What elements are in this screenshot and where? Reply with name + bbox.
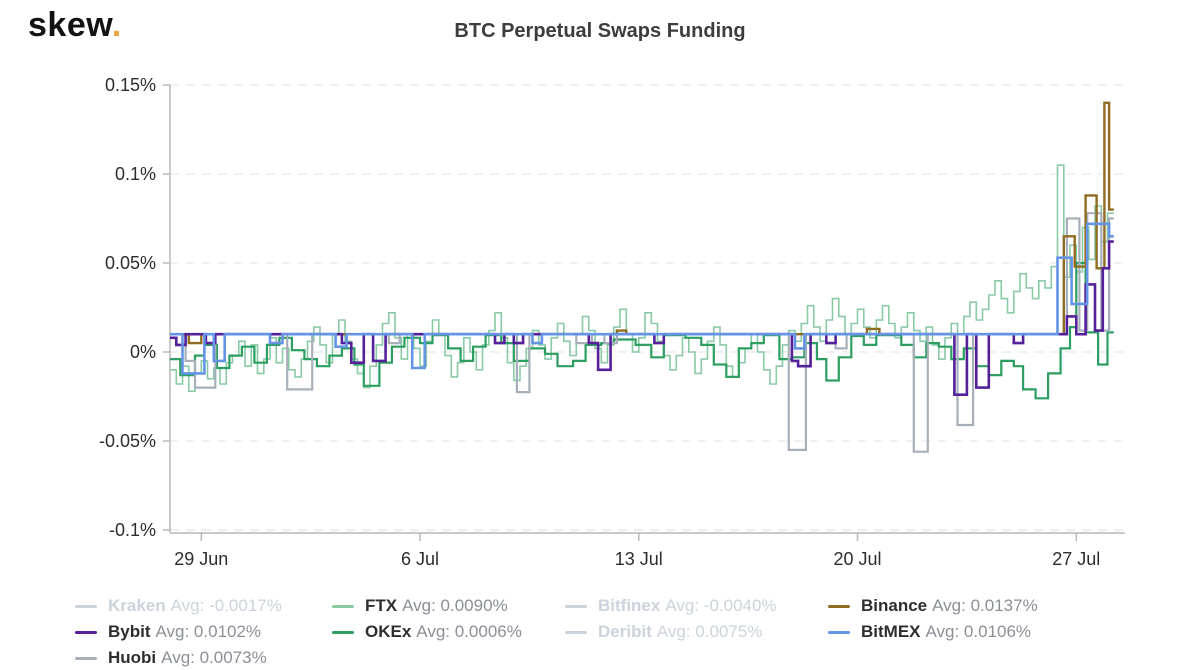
x-tick-label: 6 Jul	[401, 549, 439, 569]
legend-swatch-icon	[565, 630, 587, 634]
chart-legend: Kraken Avg: -0.0017% Bybit Avg: 0.0102% Huob…	[75, 593, 1038, 670]
legend-series-avg: Avg: 0.0106%	[925, 622, 1032, 641]
legend-swatch-icon	[75, 630, 97, 634]
y-tick-label: 0%	[130, 342, 156, 362]
legend-series-name: FTX	[365, 596, 398, 615]
legend-series-name: Bitfinex	[598, 596, 661, 615]
legend-series-name: Huobi	[108, 648, 157, 667]
series-bybit-line[interactable]	[170, 240, 1114, 396]
legend-series-avg: Avg: -0.0040%	[665, 596, 777, 615]
x-tick-label: 27 Jul	[1052, 549, 1100, 569]
legend-series-name: Binance	[861, 596, 928, 615]
legend-item-bitmex[interactable]: BitMEX Avg: 0.0106%	[828, 619, 1038, 645]
legend-item-ftx[interactable]: FTX Avg: 0.0090%	[332, 593, 565, 619]
legend-column: Kraken Avg: -0.0017% Bybit Avg: 0.0102% Huob…	[75, 593, 332, 670]
skew-logo[interactable]: skew.	[28, 6, 122, 44]
legend-swatch-icon	[75, 604, 97, 608]
legend-series-avg: Avg: 0.0075%	[656, 622, 763, 641]
legend-series-avg: Avg: -0.0017%	[170, 596, 282, 615]
legend-item-binance[interactable]: Binance Avg: 0.0137%	[828, 593, 1038, 619]
series-huobi-line[interactable]	[170, 212, 1114, 453]
series-bitmex-line[interactable]	[170, 222, 1114, 375]
legend-item-huobi[interactable]: Huobi Avg: 0.0073%	[75, 645, 332, 670]
series-ftx-line[interactable]	[170, 164, 1114, 392]
legend-series-name: Deribit	[598, 622, 652, 641]
legend-item-bitfinex[interactable]: Bitfinex Avg: -0.0040%	[565, 593, 828, 619]
legend-column: Bitfinex Avg: -0.0040% Deribit Avg: 0.0075%	[565, 593, 828, 645]
x-tick-label: 29 Jun	[174, 549, 228, 569]
chart-title: BTC Perpetual Swaps Funding	[454, 20, 746, 42]
legend-swatch-icon	[332, 630, 354, 634]
legend-series-avg: Avg: 0.0073%	[161, 648, 267, 667]
logo-dot-icon: .	[111, 6, 122, 44]
y-tick-label: 0.15%	[105, 75, 156, 95]
legend-series-avg: Avg: 0.0102%	[155, 622, 262, 641]
y-tick-label: 0.1%	[115, 164, 156, 184]
legend-series-avg: Avg: 0.0090%	[402, 596, 508, 615]
legend-swatch-icon	[75, 656, 97, 660]
legend-item-kraken[interactable]: Kraken Avg: -0.0017%	[75, 593, 332, 619]
funding-chart: 0.15% 0.1% 0.05% 0% -0.05% -0.1% 29 Jun 6 Jul 13…	[99, 75, 1125, 569]
series-binance-line[interactable]	[170, 101, 1114, 345]
legend-item-deribit[interactable]: Deribit Avg: 0.0075%	[565, 619, 828, 645]
y-tick-label: 0.05%	[105, 253, 156, 273]
legend-item-bybit[interactable]: Bybit Avg: 0.0102%	[75, 619, 332, 645]
series-okex-line[interactable]	[170, 261, 1114, 400]
y-tick-label: -0.05%	[99, 431, 156, 451]
legend-swatch-icon	[828, 630, 850, 634]
legend-series-name: BitMEX	[861, 622, 921, 641]
legend-series-name: OKEx	[365, 622, 412, 641]
legend-series-avg: Avg: 0.0006%	[416, 622, 522, 641]
legend-item-okex[interactable]: OKEx Avg: 0.0006%	[332, 619, 565, 645]
legend-swatch-icon	[565, 604, 587, 608]
x-tick-label: 13 Jul	[615, 549, 663, 569]
legend-column: FTX Avg: 0.0090% OKEx Avg: 0.0006%	[332, 593, 565, 645]
legend-series-name: Bybit	[108, 622, 151, 641]
legend-swatch-icon	[828, 604, 850, 608]
y-tick-label: -0.1%	[109, 520, 156, 540]
legend-column: Binance Avg: 0.0137% BitMEX Avg: 0.0106%	[828, 593, 1038, 645]
x-tick-label: 20 Jul	[833, 549, 881, 569]
legend-series-name: Kraken	[108, 596, 166, 615]
legend-series-avg: Avg: 0.0137%	[932, 596, 1038, 615]
legend-swatch-icon	[332, 604, 354, 608]
